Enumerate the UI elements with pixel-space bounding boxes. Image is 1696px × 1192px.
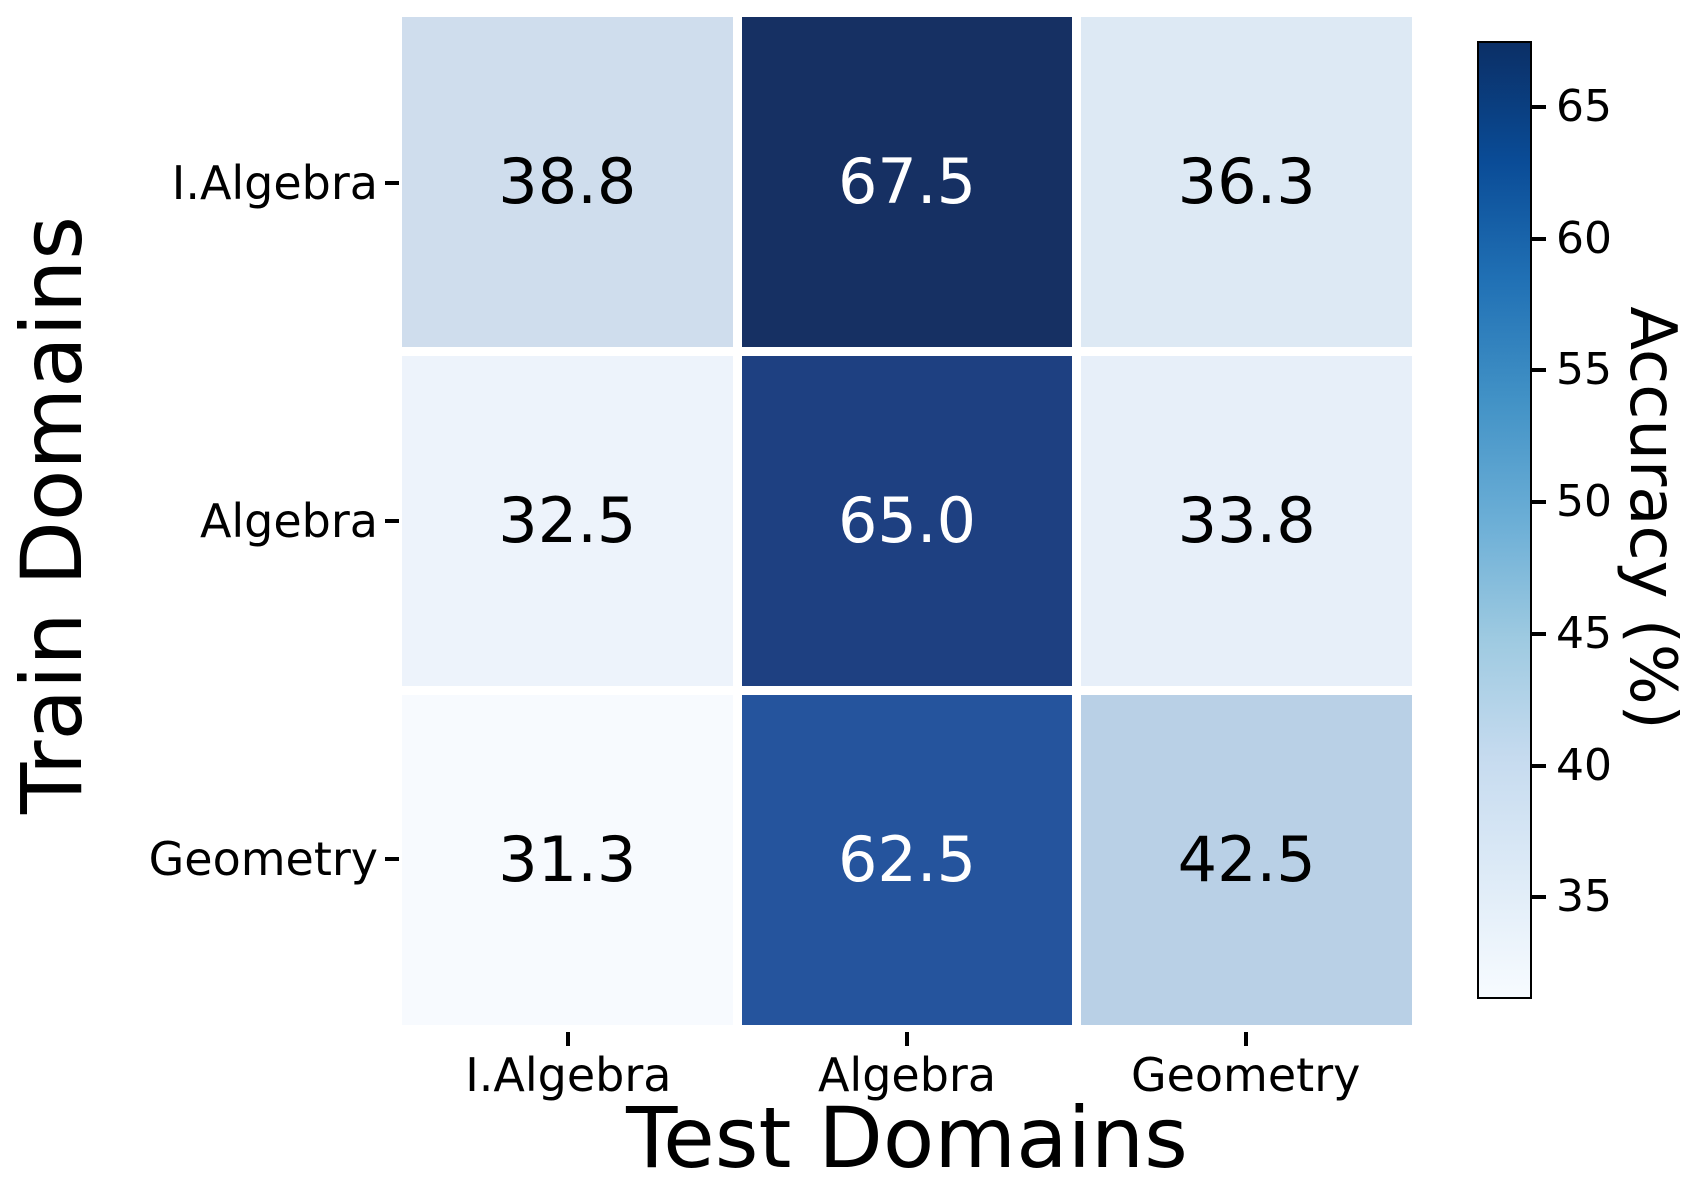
- colorbar-tick-mark: [1532, 236, 1546, 241]
- y-tick-mark: [385, 519, 399, 523]
- colorbar-label: Accuracy (%): [1615, 306, 1689, 730]
- heatmap-cell: 67.5: [741, 17, 1073, 347]
- y-tick-label: I.Algebra: [171, 156, 378, 210]
- colorbar-tick-mark: [1532, 104, 1546, 109]
- x-tick-label: I.Algebra: [465, 1048, 672, 1102]
- heatmap-cell: 65.0: [741, 356, 1073, 686]
- heatmap-cell: 62.5: [741, 695, 1073, 1025]
- x-tick-label: Geometry: [1130, 1048, 1361, 1102]
- colorbar-tick-label: 60: [1556, 212, 1612, 264]
- colorbar-tick-label: 65: [1556, 80, 1612, 132]
- heatmap-cell: 33.8: [1081, 356, 1412, 686]
- colorbar-tick-mark: [1532, 368, 1546, 373]
- heatmap-cell: 42.5: [1081, 695, 1412, 1025]
- y-tick-mark: [385, 181, 399, 185]
- y-tick-mark: [385, 857, 399, 861]
- x-axis-label: Test Domains: [626, 1089, 1188, 1187]
- heatmap-grid: 38.8 67.5 36.3 32.5 65.0 33.8 31.3 62.5 42.5: [399, 14, 1415, 1028]
- colorbar-tick-label: 50: [1556, 476, 1612, 528]
- colorbar-tick-mark: [1532, 763, 1546, 768]
- colorbar-tick-mark: [1532, 500, 1546, 505]
- colorbar-tick-label: 45: [1556, 607, 1612, 659]
- colorbar-tick-mark: [1532, 895, 1546, 900]
- colorbar-tick-mark: [1532, 631, 1546, 636]
- x-tick-mark: [1243, 1032, 1248, 1046]
- colorbar-gradient: [1477, 41, 1532, 999]
- y-tick-label: Geometry: [148, 832, 378, 886]
- colorbar-tick-label: 40: [1556, 739, 1612, 791]
- x-tick-mark: [566, 1032, 571, 1046]
- heatmap-cell: 36.3: [1081, 17, 1412, 347]
- x-tick-mark: [905, 1032, 909, 1046]
- heatmap-cell: 31.3: [402, 695, 733, 1025]
- x-tick-label: Algebra: [817, 1048, 997, 1102]
- colorbar-tick-label: 55: [1556, 344, 1612, 396]
- y-tick-label: Algebra: [199, 494, 378, 548]
- colorbar-tick-label: 35: [1556, 871, 1612, 923]
- heatmap-cell: 38.8: [402, 17, 733, 347]
- heatmap-cell: 32.5: [402, 356, 733, 686]
